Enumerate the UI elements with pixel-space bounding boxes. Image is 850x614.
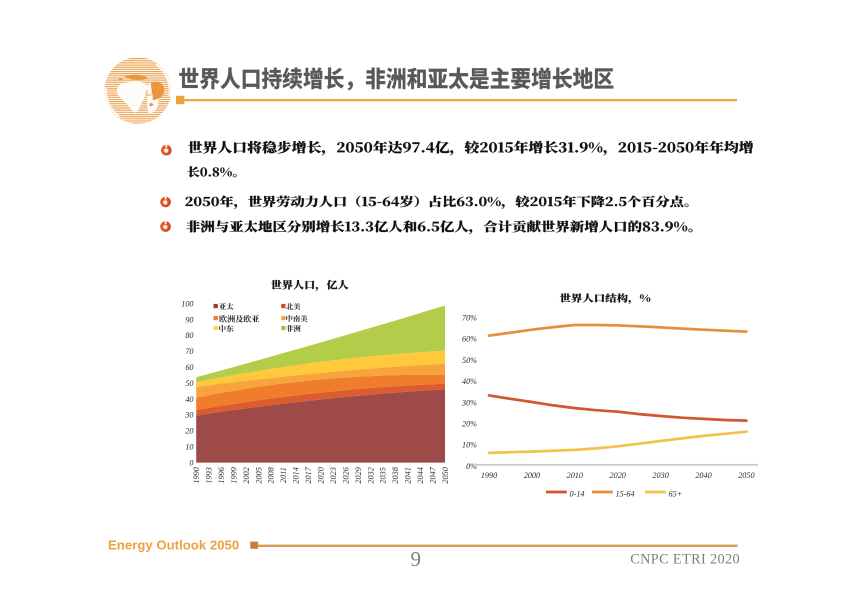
svg-text:1990: 1990 xyxy=(192,467,201,483)
svg-text:2000: 2000 xyxy=(524,471,540,480)
svg-text:10%: 10% xyxy=(462,441,477,450)
svg-text:1999: 1999 xyxy=(229,467,238,483)
svg-text:60: 60 xyxy=(185,363,193,372)
svg-text:2038: 2038 xyxy=(391,467,400,483)
svg-text:70: 70 xyxy=(185,347,193,356)
svg-text:100: 100 xyxy=(181,299,193,308)
svg-text:15-64: 15-64 xyxy=(616,490,635,499)
svg-text:1990: 1990 xyxy=(481,471,497,480)
svg-text:2044: 2044 xyxy=(416,467,425,483)
svg-text:CNPC ETRI 2020: CNPC ETRI 2020 xyxy=(630,552,740,568)
svg-text:1993: 1993 xyxy=(205,467,214,483)
svg-text:2047: 2047 xyxy=(429,466,438,483)
svg-text:2023: 2023 xyxy=(329,467,338,483)
svg-text:20%: 20% xyxy=(462,420,477,429)
svg-text:80: 80 xyxy=(185,331,193,340)
svg-text:2011: 2011 xyxy=(279,467,288,483)
svg-text:2010: 2010 xyxy=(567,471,583,480)
svg-text:2035: 2035 xyxy=(379,467,388,483)
svg-text:2029: 2029 xyxy=(354,467,363,483)
svg-text:40: 40 xyxy=(185,395,193,404)
svg-text:40%: 40% xyxy=(462,377,477,386)
svg-text:0%: 0% xyxy=(466,462,477,471)
svg-text:2002: 2002 xyxy=(242,467,251,483)
svg-text:65+: 65+ xyxy=(669,490,683,499)
svg-text:90: 90 xyxy=(185,315,193,324)
svg-text:10: 10 xyxy=(185,443,193,452)
svg-text:2040: 2040 xyxy=(695,471,711,480)
svg-text:0-14: 0-14 xyxy=(570,490,585,499)
svg-text:2005: 2005 xyxy=(254,467,263,483)
svg-text:2050: 2050 xyxy=(738,471,754,480)
svg-text:1996: 1996 xyxy=(217,466,226,483)
svg-text:30%: 30% xyxy=(461,398,477,407)
svg-text:2008: 2008 xyxy=(267,467,276,483)
svg-text:60%: 60% xyxy=(462,335,477,344)
svg-text:2020: 2020 xyxy=(317,467,326,483)
svg-text:30: 30 xyxy=(184,411,193,420)
svg-text:50%: 50% xyxy=(462,356,477,365)
svg-text:2050: 2050 xyxy=(441,467,450,483)
svg-text:2014: 2014 xyxy=(292,467,301,483)
svg-text:20: 20 xyxy=(185,427,193,436)
svg-text:Energy Outlook 2050: Energy Outlook 2050 xyxy=(108,537,239,552)
svg-text:2017: 2017 xyxy=(304,466,313,483)
svg-text:2030: 2030 xyxy=(652,471,668,480)
svg-text:2020: 2020 xyxy=(610,471,626,480)
svg-text:2032: 2032 xyxy=(366,467,375,483)
svg-text:0: 0 xyxy=(189,458,193,467)
svg-text:70%: 70% xyxy=(462,314,477,323)
svg-text:9: 9 xyxy=(411,547,422,571)
svg-text:2041: 2041 xyxy=(404,467,413,483)
svg-text:2026: 2026 xyxy=(341,466,350,483)
svg-text:50: 50 xyxy=(185,379,193,388)
